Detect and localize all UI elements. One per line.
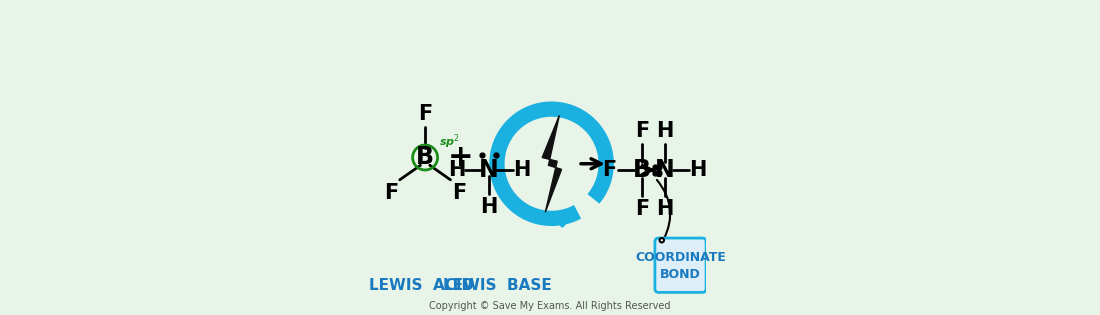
Polygon shape <box>542 115 562 212</box>
Text: H: H <box>514 160 530 180</box>
Text: LEWIS  BASE: LEWIS BASE <box>442 278 551 293</box>
Text: F: F <box>602 160 616 180</box>
Text: F: F <box>452 183 466 203</box>
FancyBboxPatch shape <box>654 238 706 292</box>
Text: F: F <box>635 199 649 219</box>
Text: F: F <box>635 121 649 141</box>
Text: BOND: BOND <box>660 268 701 281</box>
Text: sp$^2$: sp$^2$ <box>439 132 460 151</box>
Circle shape <box>660 238 664 243</box>
Text: N: N <box>480 158 499 182</box>
Text: H: H <box>481 197 498 217</box>
Text: B: B <box>634 158 651 182</box>
Text: B: B <box>416 146 434 169</box>
Text: H: H <box>448 160 465 180</box>
Text: H: H <box>657 199 673 219</box>
Text: H: H <box>657 121 673 141</box>
Text: LEWIS  ACID: LEWIS ACID <box>370 278 474 293</box>
Text: COORDINATE: COORDINATE <box>635 251 726 264</box>
Text: F: F <box>418 104 432 124</box>
Text: H: H <box>689 160 706 180</box>
Text: +: + <box>448 143 474 172</box>
Text: Copyright © Save My Exams. All Rights Reserved: Copyright © Save My Exams. All Rights Re… <box>429 301 671 311</box>
Text: F: F <box>384 183 398 203</box>
Text: N: N <box>654 158 674 182</box>
